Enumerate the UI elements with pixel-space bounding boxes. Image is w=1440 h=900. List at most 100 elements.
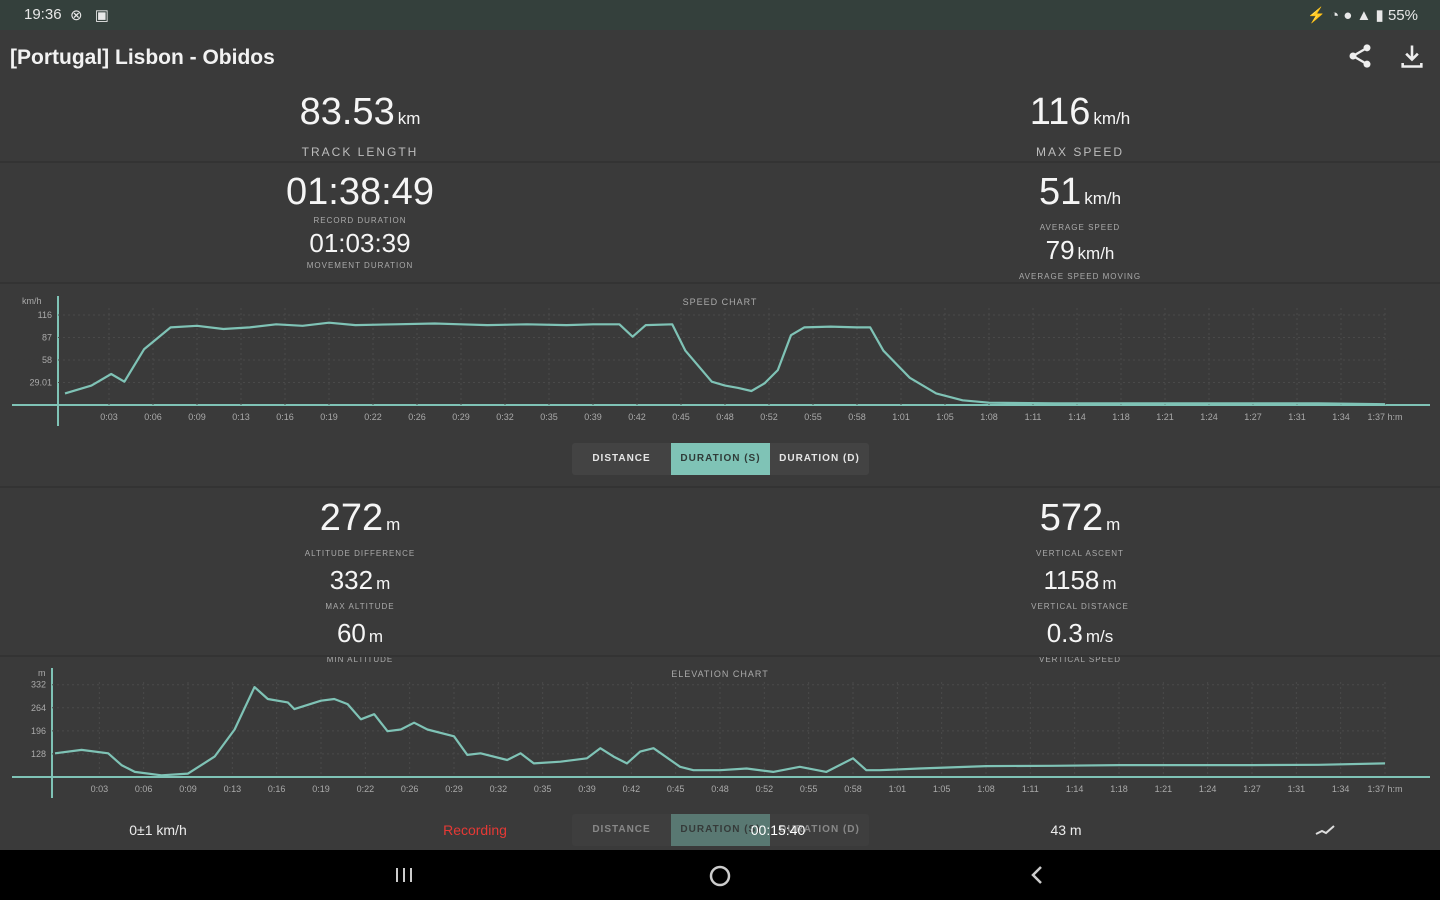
x-tick-label: 0:22 xyxy=(364,412,382,422)
x-tick-label: 1:24 xyxy=(1199,784,1217,794)
x-tick-label: 0:22 xyxy=(357,784,375,794)
x-tick-label: 0:39 xyxy=(578,784,596,794)
x-tick-label: 0:35 xyxy=(534,784,552,794)
x-tick-label: 1:14 xyxy=(1068,412,1086,422)
recording-status-bar: 0±1 km/h Recording DISTANCE DURATION (S)… xyxy=(0,810,1440,850)
x-tick-label: 0:29 xyxy=(452,412,470,422)
altitude-difference-label: ALTITUDE DIFFERENCE xyxy=(304,549,416,558)
current-speed: 0±1 km/h xyxy=(129,822,187,838)
x-tick-label: 0:52 xyxy=(756,784,774,794)
x-tick-label: 1:08 xyxy=(977,784,995,794)
divider xyxy=(0,486,1440,488)
x-tick-label: 0:16 xyxy=(276,412,294,422)
max-altitude-unit: m xyxy=(376,574,391,593)
x-tick-label: 0:26 xyxy=(408,412,426,422)
vertical-distance-label: VERTICAL DISTANCE xyxy=(1031,602,1129,611)
download-icon[interactable] xyxy=(1398,42,1426,70)
vertical-speed-value: 0.3 xyxy=(1046,618,1083,648)
x-tick-label: 0:42 xyxy=(623,784,641,794)
vertical-stats: 572 m VERTICAL ASCENT 1158 m VERTICAL DIST… xyxy=(960,498,1200,664)
trend-icon[interactable] xyxy=(1314,822,1336,838)
x-tick-label: 0:19 xyxy=(320,412,338,422)
ghost-tab-distance: DISTANCE xyxy=(572,814,671,846)
home-icon[interactable] xyxy=(708,864,732,888)
x-tick-label: 1:34 xyxy=(1332,784,1350,794)
elevation-chart[interactable]: ELEVATION CHART m 332 264 196 128 0:03 0:06 0:09… xyxy=(0,660,1440,805)
x-tick-label: 0:58 xyxy=(848,412,866,422)
divider xyxy=(0,655,1440,657)
series-line xyxy=(64,321,1386,406)
min-altitude-label: MIN ALTITUDE xyxy=(326,655,394,664)
x-tick-label: 1:31 xyxy=(1288,784,1306,794)
x-tick-label: 0:03 xyxy=(100,412,118,422)
x-tick-label: 0:52 xyxy=(760,412,778,422)
record-duration-stat: 01:38:49 RECORD DURATION 01:03:39 MOVEME… xyxy=(240,172,480,270)
x-tick-label: 1:05 xyxy=(936,412,954,422)
y-tick-label: 58 xyxy=(42,355,52,365)
x-tick-label: 1:14 xyxy=(1066,784,1084,794)
y-tick-label: 87 xyxy=(42,332,52,342)
max-speed-value: 116 xyxy=(1029,91,1091,133)
divider xyxy=(0,161,1440,163)
vertical-distance-value: 1158 xyxy=(1043,565,1100,595)
movement-duration-label: MOVEMENT DURATION xyxy=(306,261,414,270)
chart-title: SPEED CHART xyxy=(683,297,758,307)
speed-chart[interactable]: SPEED CHART km/h 116 87 58 29.01 0:03 0:06 0:09 0… xyxy=(0,288,1440,428)
track-title: [Portugal] Lisbon - Obidos xyxy=(10,46,275,69)
ghost-tab-duration-d: DURATION (D) xyxy=(770,814,869,846)
y-tick-label: 116 xyxy=(38,310,52,320)
tab-duration-d[interactable]: DURATION (D) xyxy=(770,443,869,475)
x-tick-label: 1:24 xyxy=(1200,412,1218,422)
track-length-value: 83.53 xyxy=(299,91,395,133)
x-tick-label: 0:06 xyxy=(144,412,162,422)
vertical-speed-unit: m/s xyxy=(1085,627,1114,646)
chart-mode-tabs: DISTANCE DURATION (S) DURATION (D) xyxy=(572,443,869,475)
x-tick-label: 0:03 xyxy=(91,784,109,794)
x-tick-label: 0:13 xyxy=(224,784,242,794)
tab-duration-s[interactable]: DURATION (S) xyxy=(671,443,770,475)
ghost-tab-duration-s: DURATION (S) xyxy=(671,814,770,846)
x-tick-label: 0:55 xyxy=(800,784,818,794)
x-tick-label: 1:31 xyxy=(1288,412,1306,422)
average-speed-stat: 51 km/h AVERAGE SPEED 79 km/h AVERAGE SPEE… xyxy=(960,172,1200,281)
notification-icons: ⊗ ▣ xyxy=(70,7,113,24)
x-tick-label: 0:26 xyxy=(401,784,419,794)
x-tick-label: 0:35 xyxy=(540,412,558,422)
x-tick-label: 0:09 xyxy=(179,784,197,794)
altitude-stats: 272 m ALTITUDE DIFFERENCE 332 m MAX ALTITU… xyxy=(240,498,480,664)
x-tick-label: 0:16 xyxy=(268,784,286,794)
y-tick-label: 128 xyxy=(31,749,46,759)
x-tick-label: 0:06 xyxy=(135,784,153,794)
x-tick-label: 0:32 xyxy=(496,412,514,422)
back-icon[interactable] xyxy=(1026,864,1048,886)
x-tick-label: 1:27 xyxy=(1244,412,1262,422)
x-tick-label: 0:45 xyxy=(672,412,690,422)
toolbar: [Portugal] Lisbon - Obidos xyxy=(0,30,1440,86)
x-tick-label: 1:37 h:m xyxy=(1367,412,1402,422)
tab-distance[interactable]: DISTANCE xyxy=(572,443,671,475)
x-tick-label: 0:45 xyxy=(667,784,685,794)
share-icon[interactable] xyxy=(1346,42,1374,70)
x-tick-label: 1:18 xyxy=(1110,784,1128,794)
navigation-bar xyxy=(0,850,1440,900)
recent-apps-icon[interactable] xyxy=(392,865,416,885)
x-tick-label: 1:11 xyxy=(1025,412,1042,422)
x-tick-label: 0:29 xyxy=(445,784,463,794)
x-tick-label: 1:21 xyxy=(1155,784,1173,794)
min-altitude-unit: m xyxy=(368,627,384,646)
max-speed-unit: km/h xyxy=(1093,109,1131,128)
status-bar: 19:36 ⊗ ▣ ⚡ ◔ ● ▲ ▮ 55% xyxy=(0,0,1440,30)
x-tick-label: 1:27 xyxy=(1243,784,1261,794)
max-altitude-label: MAX ALTITUDE xyxy=(325,602,395,611)
series-line xyxy=(54,686,1386,777)
vertical-ascent-value: 572 xyxy=(1039,497,1104,539)
track-length-label: TRACK LENGTH xyxy=(301,145,419,159)
vertical-ascent-label: VERTICAL ASCENT xyxy=(1036,549,1124,558)
y-tick-label: 264 xyxy=(31,703,46,713)
ghost-tabs: DISTANCE DURATION (S) DURATION (D) xyxy=(572,814,869,846)
recording-indicator[interactable]: Recording xyxy=(443,822,507,838)
average-speed-value: 51 xyxy=(1038,171,1082,213)
track-length-unit: km xyxy=(397,109,421,128)
x-tick-label: 1:01 xyxy=(892,412,910,422)
x-tick-label: 1:34 xyxy=(1332,412,1350,422)
